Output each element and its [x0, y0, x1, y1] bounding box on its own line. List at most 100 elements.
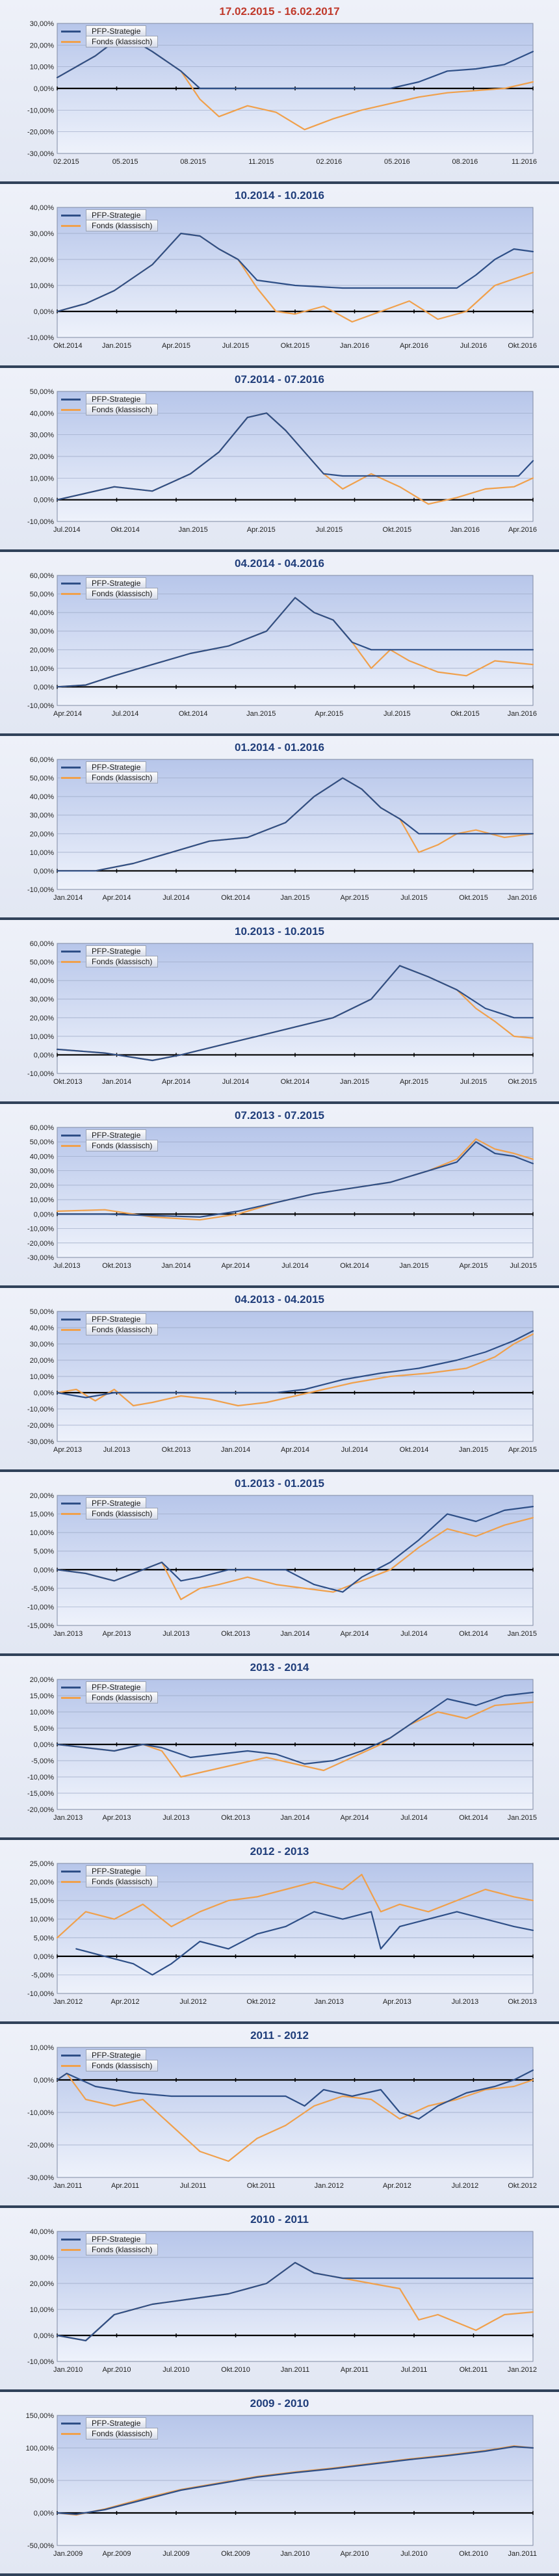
- x-tick-label: Jul.2013: [162, 1814, 190, 1822]
- series-line-fund: [56, 2072, 534, 2162]
- x-tick-label: Jul.2010: [162, 2366, 190, 2374]
- y-tick-label: 20,00%: [30, 2280, 55, 2288]
- x-tick-label: Jul.2012: [179, 1998, 207, 2006]
- y-tick-label: -10,00%: [27, 886, 54, 894]
- legend-item-strategy: PFP-Strategie: [61, 1129, 158, 1141]
- y-tick-label: 50,00%: [30, 959, 55, 967]
- legend-label: Fonds (klassisch): [86, 2428, 159, 2439]
- legend-swatch: [61, 1870, 81, 1873]
- legend-swatch: [61, 30, 81, 33]
- y-tick-label: 0,00%: [34, 2077, 54, 2084]
- chart-legend: PFP-Strategie Fonds (klassisch): [61, 2417, 159, 2439]
- x-tick-label: Jul.2014: [341, 1446, 369, 1454]
- chart-panel: 2009 - 2010 -50,00% 0,00% 50,00% 100,00% 150,…: [0, 2392, 559, 2576]
- chart-title: 2011 - 2012: [250, 2029, 309, 2042]
- x-tick-label: Apr.2014: [162, 1078, 190, 1086]
- y-tick-label: 40,00%: [30, 1153, 55, 1161]
- x-tick-label: Okt.2013: [221, 1630, 250, 1638]
- legend-item-strategy: PFP-Strategie: [61, 2049, 158, 2061]
- chart-title: 01.2014 - 01.2016: [234, 741, 324, 754]
- legend-label: Fonds (klassisch): [86, 956, 159, 967]
- y-tick-label: 50,00%: [30, 591, 55, 599]
- y-tick-label: -20,00%: [27, 1240, 54, 1248]
- x-tick-label: Jan.2015: [508, 1814, 537, 1822]
- x-tick-label: Apr.2015: [247, 526, 276, 534]
- x-tick-label: Apr.2013: [383, 1998, 411, 2006]
- legend-item-fund: Fonds (klassisch): [61, 1508, 159, 1519]
- y-tick-label: -30,00%: [27, 2174, 54, 2182]
- x-tick-label: Okt.2014: [281, 1078, 310, 1086]
- legend-swatch: [61, 1502, 81, 1505]
- x-tick-label: Apr.2010: [102, 2366, 131, 2374]
- y-tick-label: -5,00%: [31, 1585, 54, 1593]
- y-tick-label: 40,00%: [30, 609, 55, 617]
- y-tick-label: -15,00%: [27, 1622, 54, 1630]
- legend-swatch: [61, 2432, 81, 2435]
- y-tick-label: -50,00%: [27, 2542, 54, 2550]
- series-line-fund: [56, 1333, 534, 1407]
- x-tick-label: Jan.2012: [53, 1998, 83, 2006]
- legend-swatch: [61, 960, 81, 963]
- y-tick-label: 15,00%: [30, 1897, 55, 1905]
- y-tick-label: 30,00%: [30, 1168, 55, 1176]
- legend-label: Fonds (klassisch): [86, 2244, 159, 2255]
- chart-title: 10.2013 - 10.2015: [234, 925, 324, 938]
- y-tick-label: 0,00%: [34, 1566, 54, 1574]
- legend-label: Fonds (klassisch): [86, 1324, 159, 1335]
- x-tick-label: Jan.2012: [508, 2366, 537, 2374]
- y-tick-label: -10,00%: [27, 107, 54, 114]
- y-tick-label: 10,00%: [30, 64, 55, 72]
- y-tick-label: -10,00%: [27, 1070, 54, 1078]
- chart-legend: PFP-Strategie Fonds (klassisch): [61, 1865, 159, 1887]
- x-tick-label: Jan.2015: [102, 342, 131, 350]
- chart-panel: 07.2013 - 07.2015 -30,00% -20,00% -10,00% 0,…: [0, 1104, 559, 1288]
- y-tick-label: 30,00%: [30, 2254, 55, 2262]
- x-tick-label: Jul.2009: [162, 2550, 190, 2558]
- legend-item-strategy: PFP-Strategie: [61, 1681, 158, 1693]
- legend-item-strategy: PFP-Strategie: [61, 2233, 158, 2245]
- y-tick-label: 20,00%: [30, 42, 55, 49]
- y-tick-label: 0,00%: [34, 1741, 54, 1749]
- y-tick-label: 10,00%: [30, 1196, 55, 1204]
- y-tick-label: 0,00%: [34, 867, 54, 875]
- legend-swatch: [61, 2422, 81, 2425]
- chart-legend: PFP-Strategie Fonds (klassisch): [61, 2233, 159, 2255]
- legend-swatch: [61, 398, 81, 401]
- y-tick-label: -10,00%: [27, 518, 54, 526]
- legend-item-strategy: PFP-Strategie: [61, 393, 158, 405]
- legend-item-fund: Fonds (klassisch): [61, 588, 159, 599]
- legend-item-strategy: PFP-Strategie: [61, 209, 158, 221]
- series-line-strategy: [56, 2445, 534, 2516]
- x-tick-label: Apr.2012: [383, 2182, 411, 2190]
- x-tick-label: Jan.2016: [508, 894, 537, 902]
- chart-panel: 10.2013 - 10.2015 -10,00% 0,00% 10,00% 20,00…: [0, 920, 559, 1104]
- chart-title: 10.2014 - 10.2016: [234, 189, 324, 202]
- legend-swatch: [61, 2064, 81, 2067]
- x-tick-label: Okt.2016: [508, 342, 537, 350]
- y-tick-label: 0,00%: [34, 85, 54, 93]
- chart-panel: 17.02.2015 - 16.02.2017 -30,00% -20,00% -10…: [0, 0, 559, 184]
- x-tick-label: Apr.2011: [111, 2182, 139, 2190]
- x-tick-label: Okt.2013: [162, 1446, 191, 1454]
- y-tick-label: 40,00%: [30, 1324, 55, 1332]
- legend-label: Fonds (klassisch): [86, 1140, 159, 1151]
- x-tick-label: Apr.2014: [221, 1262, 250, 1270]
- y-tick-label: 100,00%: [26, 2445, 55, 2452]
- y-tick-label: 60,00%: [30, 572, 55, 580]
- y-tick-label: 10,00%: [30, 665, 55, 673]
- x-tick-label: Jul.2015: [460, 1078, 488, 1086]
- x-tick-label: Apr.2010: [340, 2550, 369, 2558]
- legend-item-fund: Fonds (klassisch): [61, 1692, 159, 1703]
- x-tick-label: Okt.2012: [246, 1998, 276, 2006]
- x-tick-label: Jan.2011: [53, 2182, 82, 2190]
- x-tick-label: Jul.2013: [162, 1630, 190, 1638]
- chart-panel: 04.2014 - 04.2016 -10,00% 0,00% 10,00% 20,00…: [0, 552, 559, 736]
- x-tick-label: Jan.2014: [280, 1814, 309, 1822]
- y-tick-label: 50,00%: [30, 1308, 55, 1316]
- chart-title: 07.2013 - 07.2015: [234, 1109, 324, 1122]
- y-tick-label: 0,00%: [34, 683, 54, 691]
- legend-item-strategy: PFP-Strategie: [61, 1497, 158, 1509]
- x-tick-label: 02.2015: [53, 158, 79, 166]
- y-tick-label: 5,00%: [34, 1934, 54, 1942]
- series-line-strategy: [56, 1330, 534, 1399]
